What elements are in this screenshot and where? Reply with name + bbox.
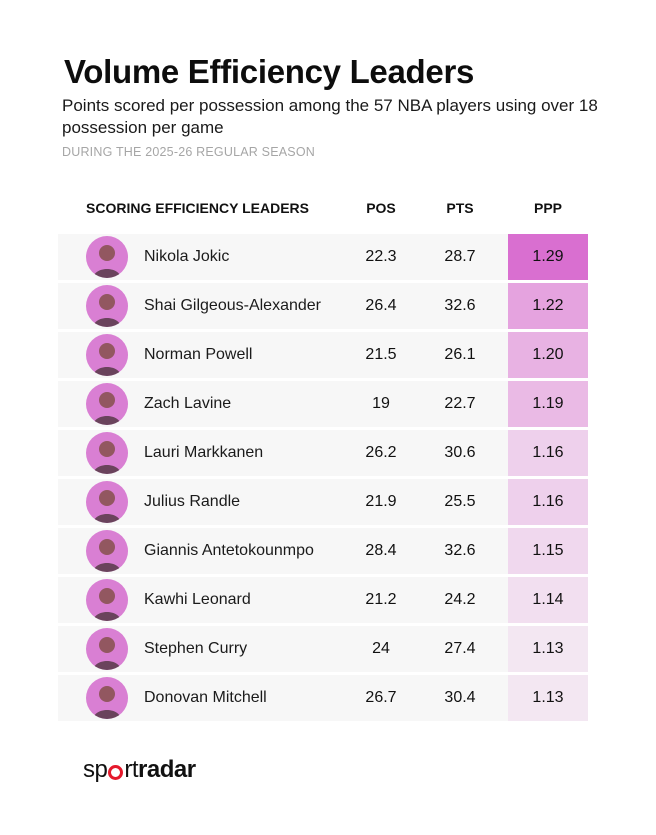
ppp-value: 1.16 (508, 479, 588, 525)
player-cell: Julius Randle (58, 479, 340, 525)
player-cell: Zach Lavine (58, 381, 340, 427)
player-avatar (86, 628, 128, 670)
table-row: Lauri Markkanen 26.2 30.6 1.16 (58, 430, 588, 476)
pos-value: 22.3 (365, 248, 397, 265)
pos-value: 26.7 (365, 689, 397, 706)
column-header-pts: PTS (446, 200, 474, 216)
pos-value: 21.2 (365, 591, 397, 608)
player-cell: Kawhi Leonard (58, 577, 340, 623)
pts-value: 22.7 (444, 395, 476, 412)
player-cell: Stephen Curry (58, 626, 340, 672)
pos-value: 19 (372, 395, 390, 412)
pos-value: 21.9 (365, 493, 397, 510)
pts-value: 24.2 (444, 591, 476, 608)
table-row: Norman Powell 21.5 26.1 1.20 (58, 332, 588, 378)
player-cell: Donovan Mitchell (58, 675, 340, 721)
pts-value: 30.6 (444, 444, 476, 461)
ppp-value: 1.29 (508, 234, 588, 280)
ppp-value: 1.13 (508, 675, 588, 721)
table-row: Nikola Jokic 22.3 28.7 1.29 (58, 234, 588, 280)
ppp-value: 1.16 (508, 430, 588, 476)
player-avatar (86, 677, 128, 719)
pos-value: 26.4 (365, 297, 397, 314)
table-row: Shai Gilgeous-Alexander 26.4 32.6 1.22 (58, 283, 588, 329)
player-cell: Shai Gilgeous-Alexander (58, 283, 340, 329)
player-name: Nikola Jokic (144, 248, 230, 265)
player-avatar (86, 383, 128, 425)
player-cell: Norman Powell (58, 332, 340, 378)
table-row: Giannis Antetokounmpo 28.4 32.6 1.15 (58, 528, 588, 574)
pts-value: 28.7 (444, 248, 476, 265)
player-name: Lauri Markkanen (144, 444, 264, 461)
table-body: Nikola Jokic 22.3 28.7 1.29 Shai Gilgeous-Al… (58, 234, 588, 721)
player-name: Julius Randle (144, 493, 241, 510)
ppp-value: 1.13 (508, 626, 588, 672)
player-cell: Lauri Markkanen (58, 430, 340, 476)
player-name: Shai Gilgeous-Alexander (144, 297, 321, 314)
player-cell: Giannis Antetokounmpo (58, 528, 340, 574)
table-header: SCORING EFFICIENCY LEADERS POS PTS PPP (58, 190, 588, 226)
efficiency-table: SCORING EFFICIENCY LEADERS POS PTS PPP N… (58, 190, 588, 724)
table-row: Donovan Mitchell 26.7 30.4 1.13 (58, 675, 588, 721)
pos-value: 28.4 (365, 542, 397, 559)
player-name: Kawhi Leonard (144, 591, 251, 608)
column-header-ppp: PPP (533, 200, 562, 216)
player-avatar (86, 481, 128, 523)
column-header-pos: POS (366, 200, 396, 216)
player-avatar (86, 432, 128, 474)
column-header-player: SCORING EFFICIENCY LEADERS (86, 200, 309, 216)
pos-value: 21.5 (365, 346, 397, 363)
ppp-value: 1.20 (508, 332, 588, 378)
sportradar-logo: sp rt radar (83, 756, 196, 783)
ppp-value: 1.19 (508, 381, 588, 427)
player-avatar (86, 285, 128, 327)
pts-value: 32.6 (444, 297, 476, 314)
player-avatar (86, 530, 128, 572)
pts-value: 30.4 (444, 689, 476, 706)
chart-title: Volume Efficiency Leaders (64, 53, 475, 90)
pts-value: 27.4 (444, 640, 476, 657)
ppp-value: 1.14 (508, 577, 588, 623)
player-avatar (86, 334, 128, 376)
pts-value: 32.6 (444, 542, 476, 559)
player-name: Stephen Curry (144, 640, 248, 657)
table-row: Zach Lavine 19 22.7 1.19 (58, 381, 588, 427)
pts-value: 25.5 (444, 493, 476, 510)
player-name: Norman Powell (144, 346, 253, 363)
pos-value: 24 (372, 640, 390, 657)
player-cell: Nikola Jokic (58, 234, 340, 280)
player-name: Donovan Mitchell (144, 689, 267, 706)
table-row: Stephen Curry 24 27.4 1.13 (58, 626, 588, 672)
player-avatar (86, 236, 128, 278)
chart-subtitle: Points scored per possession among the 5… (62, 96, 598, 137)
ppp-value: 1.15 (508, 528, 588, 574)
table-row: Julius Randle 21.9 25.5 1.16 (58, 479, 588, 525)
logo-o-ring (108, 764, 124, 780)
pos-value: 26.2 (365, 444, 397, 461)
player-avatar (86, 579, 128, 621)
pts-value: 26.1 (444, 346, 476, 363)
player-name: Giannis Antetokounmpo (144, 542, 314, 559)
table-row: Kawhi Leonard 21.2 24.2 1.14 (58, 577, 588, 623)
season-label: DURING THE 2025-26 REGULAR SEASON (62, 145, 315, 159)
player-name: Zach Lavine (144, 395, 232, 412)
ppp-value: 1.22 (508, 283, 588, 329)
